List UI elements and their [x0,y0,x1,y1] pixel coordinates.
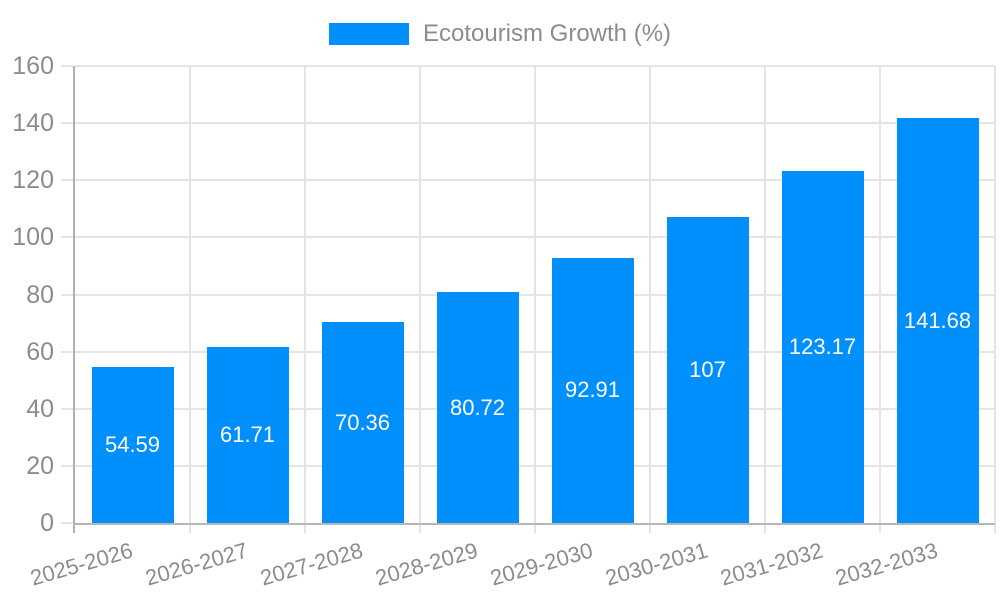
bar-value-label: 70.36 [334,409,391,435]
bar-2031-2032[interactable]: 123.17 [781,171,864,523]
legend: Ecotourism Growth (%) [0,22,1000,46]
legend-swatch-icon [328,23,409,45]
y-axis-tick-label: 100 [12,223,54,252]
y-axis-tick [61,122,73,125]
y-axis-tick-label: 40 [26,394,54,423]
gridline-vertical [419,66,421,533]
gridline-vertical [879,66,881,533]
bar-value-label: 92.91 [564,377,621,403]
bar-2027-2028[interactable]: 70.36 [321,322,404,523]
bar-2030-2031[interactable]: 107 [666,217,749,523]
x-axis-tick-label: 2032-2033 [832,537,941,591]
plot-area: 54.59 61.71 70.36 80.72 92.91 107 123.17 141.68 [61,65,996,533]
bar-value-label: 54.59 [104,432,161,458]
gridline-vertical [304,66,306,533]
y-axis-tick [61,522,73,524]
bar-2028-2029[interactable]: 80.72 [436,292,519,523]
bar-2032-2033[interactable]: 141.68 [896,118,979,523]
y-axis-tick [61,179,73,182]
y-axis-line [73,66,75,533]
y-axis-tick-label: 20 [26,451,54,480]
y-axis-tick-label: 160 [12,52,54,80]
x-axis-tick-label: 2025-2026 [27,537,136,591]
gridline-vertical [189,66,191,533]
y-axis-tick [61,464,73,467]
bar-2026-2027[interactable]: 61.71 [206,346,289,523]
x-axis-labels: 2025-2026 2026-2027 2027-2028 2028-2029 2029… [28,523,995,600]
x-axis-tick-label: 2030-2031 [602,537,711,591]
y-axis-tick [61,407,73,410]
legend-label: Ecotourism Growth (%) [422,20,672,47]
y-axis-tick [61,293,73,296]
x-axis-tick-label: 2026-2027 [142,537,251,591]
y-axis-tick [61,65,73,67]
x-axis-tick-label: 2029-2030 [487,537,596,591]
gridline-vertical [994,66,996,533]
y-axis-labels: 0 20 40 60 80 100 120 140 160 [0,53,54,536]
x-axis-tick-label: 2031-2032 [717,537,826,591]
y-axis-tick-label: 80 [26,280,54,309]
bar-2029-2030[interactable]: 92.91 [551,257,634,523]
bar-value-label: 107 [689,357,726,383]
y-axis-tick-label: 0 [40,509,54,537]
x-axis-line [73,523,995,525]
bar-value-label: 123.17 [788,334,857,360]
gridline-vertical [649,66,651,533]
y-axis-tick [61,236,73,239]
y-axis-tick-label: 120 [12,166,54,195]
legend-item[interactable]: Ecotourism Growth (%) [328,20,672,47]
gridline-vertical [764,66,766,533]
bar-2025-2026[interactable]: 54.59 [91,367,174,523]
y-axis-tick [61,350,73,353]
y-axis-tick-label: 140 [12,109,54,138]
bar-value-label: 141.68 [903,307,972,333]
bar-value-label: 61.71 [219,421,276,447]
y-axis-tick-label: 60 [26,337,54,366]
bar-value-label: 80.72 [449,394,506,420]
x-axis-tick-label: 2028-2029 [372,537,481,591]
gridline-vertical [534,66,536,533]
x-axis-tick-label: 2027-2028 [257,537,366,591]
